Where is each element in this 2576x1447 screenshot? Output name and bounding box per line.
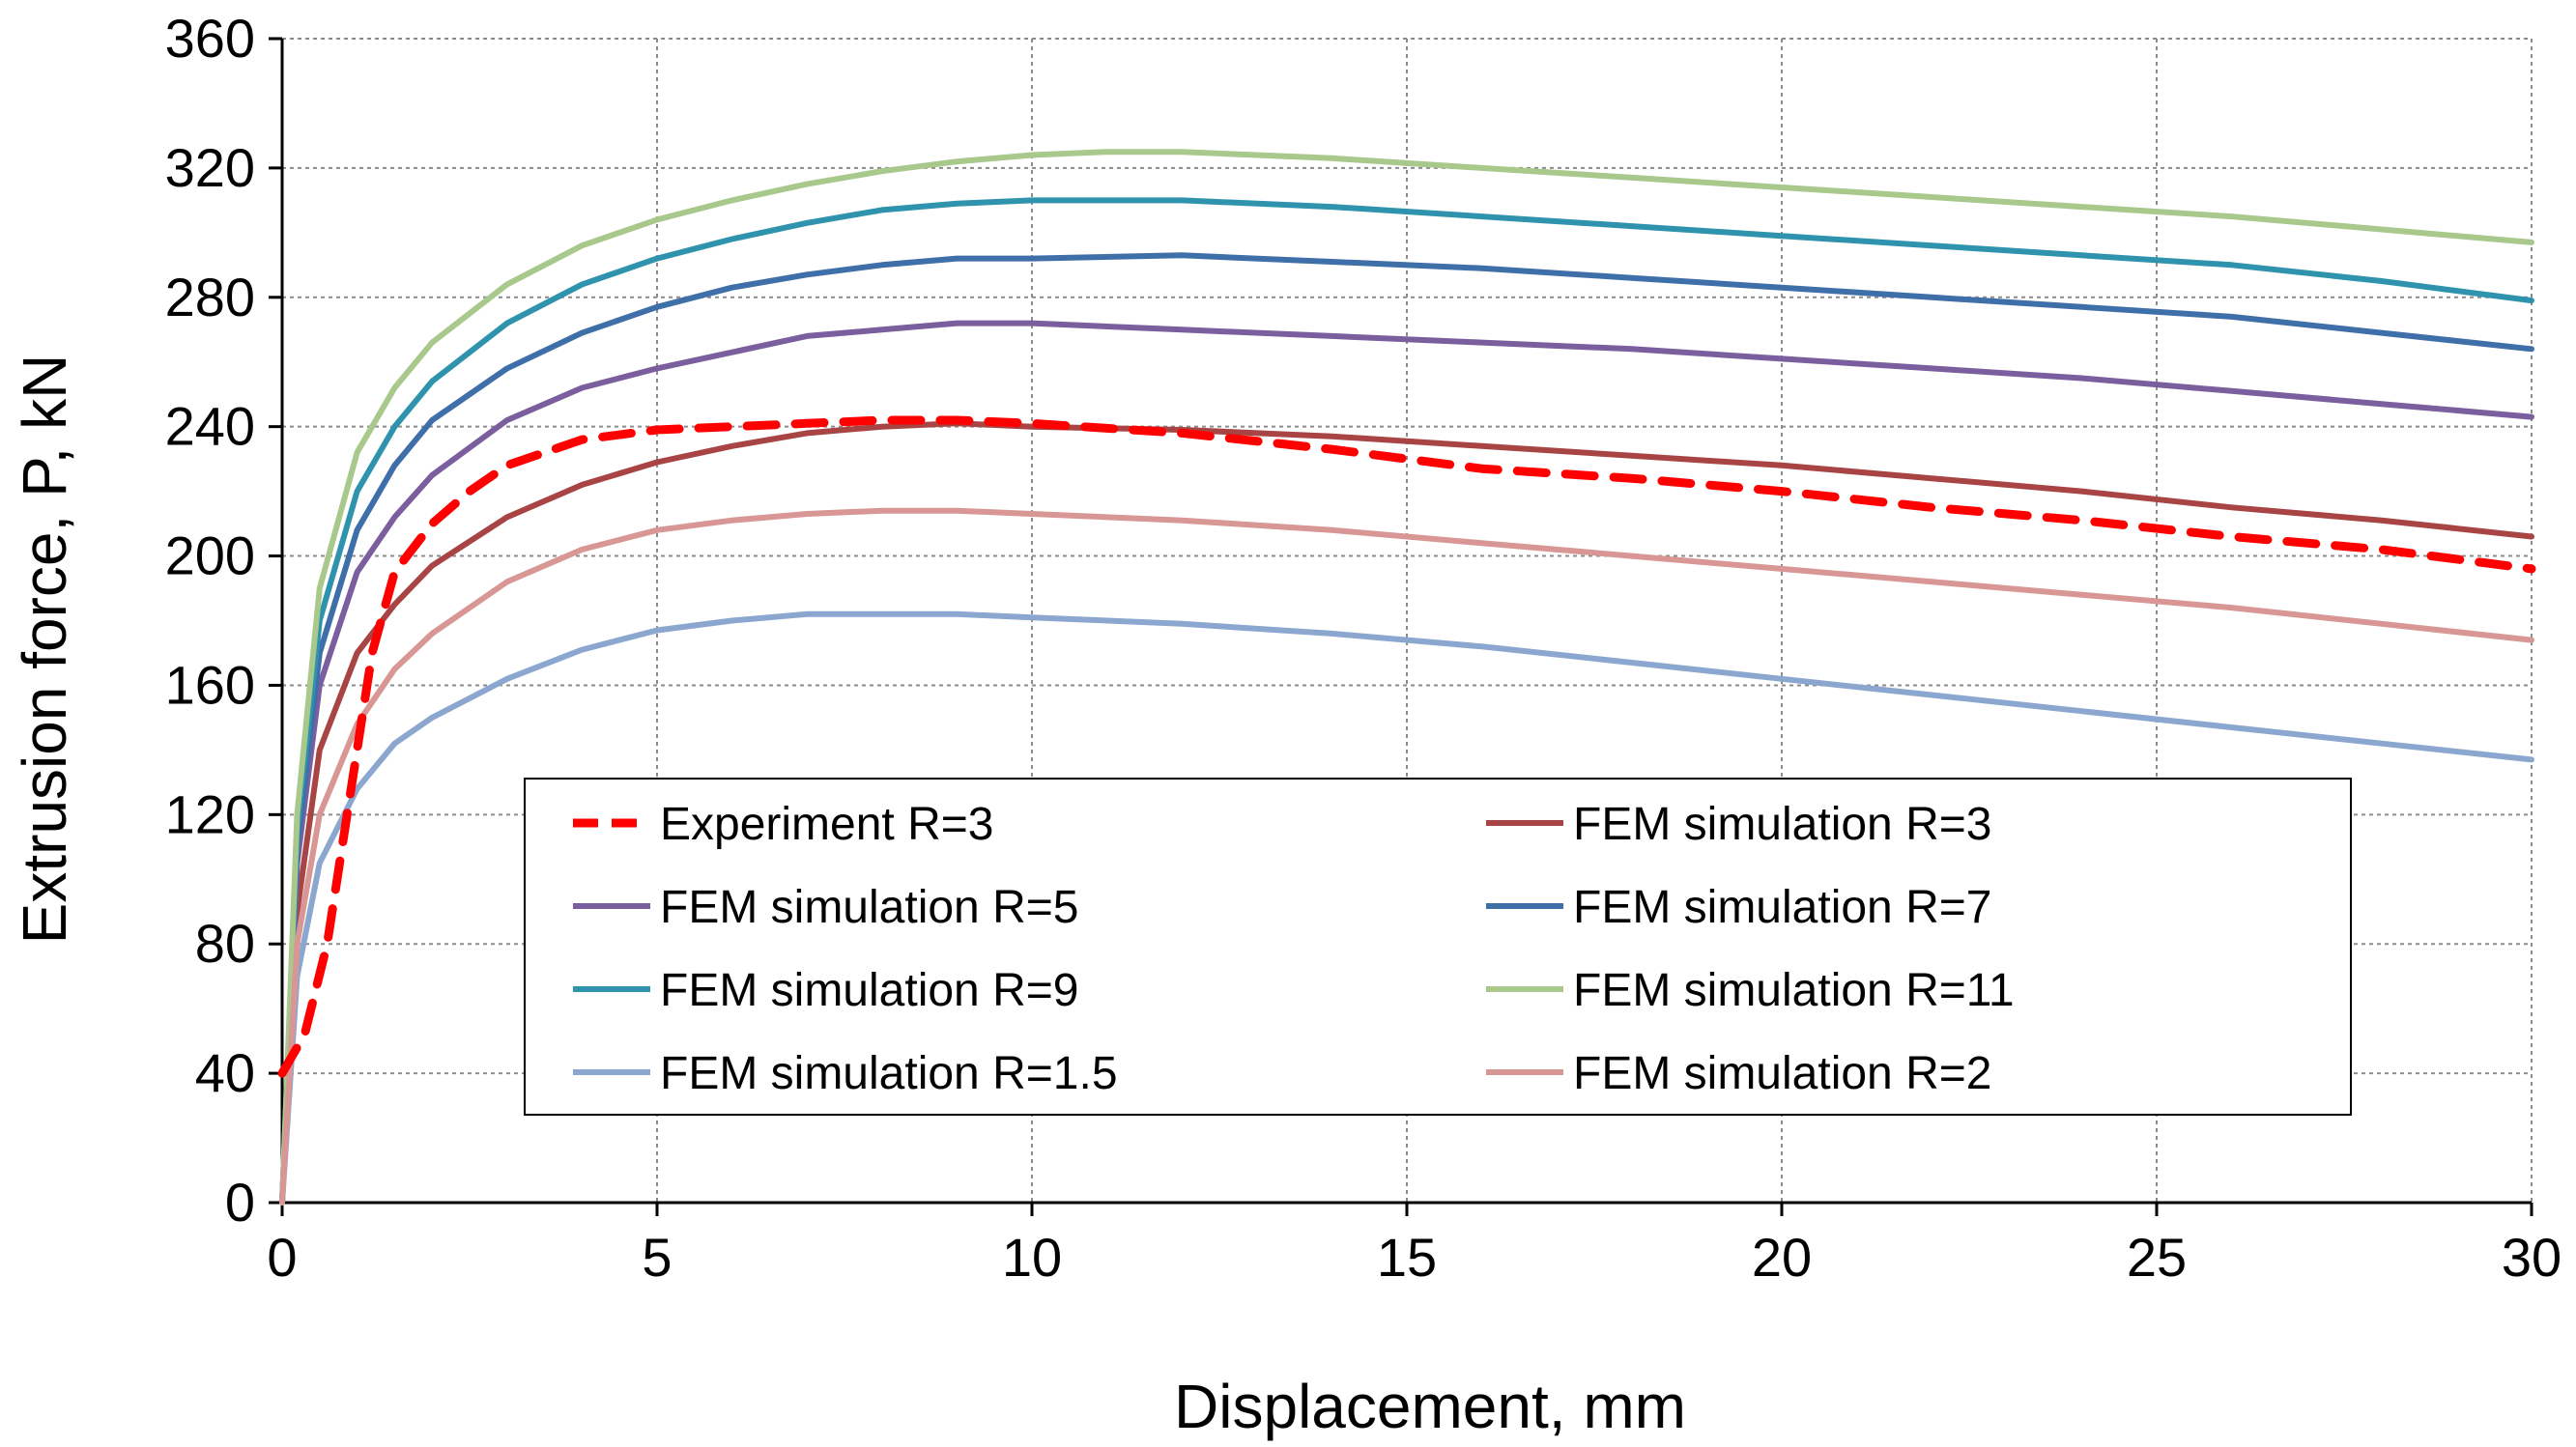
legend-label: FEM simulation R=7 <box>1573 882 1991 933</box>
legend-label: FEM simulation R=2 <box>1573 1048 1991 1099</box>
series-line-fem-simulation-r-7 <box>279 252 2534 1206</box>
x-tick-label: 15 <box>1377 1227 1437 1288</box>
y-tick-label: 240 <box>165 396 255 457</box>
series-line-fem-simulation-r-1-5 <box>279 610 2534 1206</box>
y-axis-title: Extrusion force, P, kN <box>10 355 79 945</box>
x-tick-label: 25 <box>2127 1227 2187 1288</box>
legend-label: FEM simulation R=1.5 <box>660 1048 1118 1099</box>
x-tick-label: 0 <box>267 1227 297 1288</box>
series-line-fem-simulation-r-3 <box>279 420 2534 1206</box>
y-tick-label: 280 <box>165 267 255 327</box>
series-line-fem-simulation-r-9 <box>279 197 2534 1206</box>
y-tick-label: 80 <box>195 913 255 974</box>
y-tick-label: 120 <box>165 783 255 844</box>
legend-label: Experiment R=3 <box>660 799 994 850</box>
legend-label: FEM simulation R=3 <box>1573 799 1991 850</box>
tick-labels: 0 40 80 120 160 200 240 280 320 360 0 5 10 15 20 25 30 <box>165 8 2562 1288</box>
legend-label: FEM simulation R=5 <box>660 882 1078 933</box>
series-layer <box>277 149 2536 1206</box>
y-tick-label: 160 <box>165 654 255 715</box>
y-tick-label: 40 <box>195 1042 255 1103</box>
x-tick-label: 5 <box>642 1227 672 1288</box>
x-tick-label: 10 <box>1002 1227 1062 1288</box>
legend-label: FEM simulation R=9 <box>660 965 1078 1016</box>
y-tick-label: 320 <box>165 137 255 198</box>
series-line-fem-simulation-r-11 <box>279 149 2534 1206</box>
legend-box <box>524 778 2352 1116</box>
x-tick-label: 30 <box>2502 1227 2562 1288</box>
series-line-fem-simulation-r-2 <box>279 507 2534 1206</box>
series-line-experiment-r-3 <box>277 415 2536 1078</box>
axes <box>269 37 2533 1216</box>
legend-label: FEM simulation R=11 <box>1573 965 2015 1016</box>
y-tick-label: 200 <box>165 525 255 586</box>
x-axis-title: Displacement, mm <box>1174 1372 1686 1441</box>
x-tick-label: 20 <box>1752 1227 1812 1288</box>
legend: Experiment R=3 FEM simulation R=3 FEM simu… <box>524 778 2352 1116</box>
series-line-fem-simulation-r-5 <box>279 320 2534 1206</box>
y-tick-label: 0 <box>225 1172 255 1233</box>
y-tick-label: 360 <box>165 8 255 69</box>
